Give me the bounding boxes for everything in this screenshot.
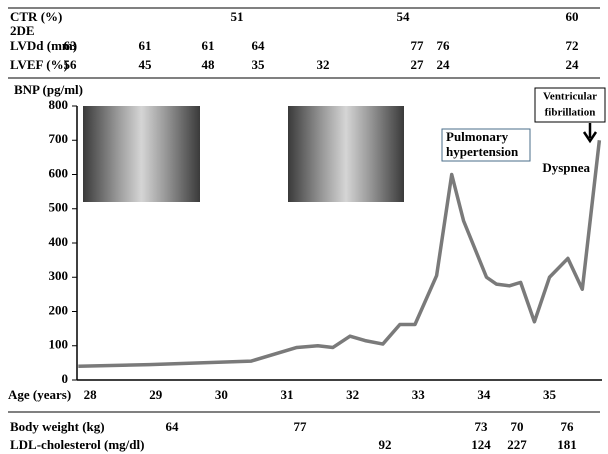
table-cell: 48 xyxy=(202,57,216,72)
row-label: 2DE xyxy=(10,23,35,38)
data-line xyxy=(78,140,602,369)
y-tick-label: 100 xyxy=(49,337,69,352)
table-cell: 227 xyxy=(507,437,527,452)
x-tick-label: 30 xyxy=(215,387,228,402)
table-cell: 61 xyxy=(202,38,215,53)
table-cell: 51 xyxy=(231,9,244,24)
xray-image xyxy=(83,106,200,202)
arrow-head xyxy=(582,131,598,144)
table-cell: 124 xyxy=(471,437,491,452)
table-cell: 70 xyxy=(511,419,524,434)
y-tick-label: 300 xyxy=(49,268,69,283)
x-tick-label: 33 xyxy=(412,387,426,402)
table-cell: 32 xyxy=(317,57,330,72)
annotation-box xyxy=(441,128,531,162)
table-cell: 61 xyxy=(139,38,152,53)
x-tick-label: 29 xyxy=(149,387,163,402)
xray-image xyxy=(288,106,404,202)
table-cell: 24 xyxy=(566,57,580,72)
x-tick-label: 35 xyxy=(543,387,557,402)
table-cell: 72 xyxy=(566,38,579,53)
table-cell: 73 xyxy=(475,419,489,434)
y-tick-label: 800 xyxy=(49,97,69,112)
annotation: fibrillation xyxy=(545,107,596,119)
x-axis-label: Age (years) xyxy=(8,387,71,402)
table-cell: 77 xyxy=(294,419,308,434)
x-tick-label: 28 xyxy=(84,387,98,402)
annotation: Pulmonary xyxy=(446,129,509,144)
table-cell: 54 xyxy=(397,9,411,24)
table-cell: 77 xyxy=(411,38,425,53)
row-label: Body weight (kg) xyxy=(10,419,105,434)
table-cell: 181 xyxy=(557,437,577,452)
x-tick-label: 34 xyxy=(477,387,491,402)
annotation: Dyspnea xyxy=(542,160,590,175)
y-tick-label: 0 xyxy=(62,371,69,386)
row-label: LVDd (mm) xyxy=(10,38,77,53)
y-tick-label: 500 xyxy=(49,200,69,215)
table-cell: 60 xyxy=(566,9,579,24)
annotation: hypertension xyxy=(446,144,519,159)
row-label: LVEF (%) xyxy=(10,57,68,72)
row-label: LDL-cholesterol (mg/dl) xyxy=(10,437,144,452)
table-cell: 76 xyxy=(561,419,575,434)
y-tick-label: 200 xyxy=(49,302,69,317)
table-cell: 24 xyxy=(437,57,451,72)
x-tick-label: 31 xyxy=(281,387,294,402)
table-cell: 63 xyxy=(64,38,78,53)
table-cell: 76 xyxy=(437,38,451,53)
x-tick-label: 32 xyxy=(346,387,359,402)
table-cell: 45 xyxy=(139,57,153,72)
annotation-box xyxy=(534,87,606,123)
row-label: CTR (%) xyxy=(10,9,62,24)
table-cell: 64 xyxy=(166,419,180,434)
y-tick-label: 600 xyxy=(49,165,69,180)
y-tick-label: 700 xyxy=(49,131,69,146)
table-cell: 56 xyxy=(64,57,78,72)
table-cell: 35 xyxy=(252,57,266,72)
y-tick-label: 400 xyxy=(49,234,69,249)
table-cell: 92 xyxy=(379,437,392,452)
table-cell: 27 xyxy=(411,57,425,72)
y-axis-label: BNP (pg/ml) xyxy=(14,82,83,97)
table-cell: 64 xyxy=(252,38,266,53)
annotation: Ventricular xyxy=(543,91,597,103)
